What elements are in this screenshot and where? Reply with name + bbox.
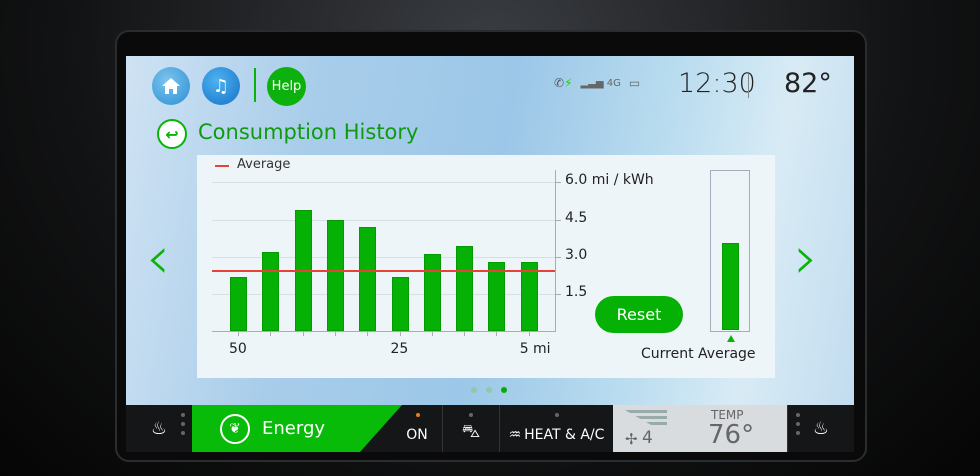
- climate-bar: ♨ ❦ Energy ON ⛍ ♒ HEAT & A/C ✢ 4 TEMP 76°…: [126, 405, 854, 452]
- on-indicator: [416, 413, 420, 417]
- music-note-icon: ♫: [212, 75, 230, 97]
- previous-page-button[interactable]: ‹: [146, 228, 170, 288]
- y-tick: [555, 182, 561, 184]
- x-axis: [212, 331, 556, 332]
- bar: [520, 261, 538, 331]
- recirculation-button[interactable]: ⛍: [442, 405, 499, 452]
- y-tick: [555, 256, 561, 258]
- fan-icon: ✢: [625, 430, 638, 448]
- page-dot[interactable]: [501, 387, 507, 393]
- current-average-marker: [727, 335, 735, 342]
- x-tick: [367, 331, 369, 336]
- bar: [456, 245, 474, 331]
- heat-ac-button[interactable]: ♒ HEAT & A/C: [499, 405, 613, 452]
- car-recirculation-icon: ⛍: [461, 420, 481, 442]
- page-indicator: [471, 387, 507, 393]
- gridline: [212, 182, 555, 184]
- clock: 12:30: [678, 68, 756, 99]
- bar: [294, 209, 312, 331]
- outside-temperature: 82°: [784, 68, 832, 99]
- next-page-button[interactable]: ›: [794, 228, 818, 288]
- x-tick: [496, 331, 498, 336]
- chevron-right-icon: ›: [794, 223, 818, 293]
- current-average-label: Current Average: [641, 346, 756, 362]
- legend-average-label: Average: [237, 157, 291, 172]
- header-divider: [254, 68, 256, 102]
- right-seat-heat-button[interactable]: ♨: [787, 405, 854, 452]
- phone-charging-icon: ✆⚡: [554, 76, 573, 90]
- bar: [230, 276, 247, 331]
- energy-button[interactable]: ❦ Energy: [192, 405, 402, 452]
- heat-waves-icon: ♒: [508, 426, 522, 443]
- x-tick-label: 5 mi: [519, 341, 551, 357]
- clock-divider: [748, 74, 749, 98]
- x-tick: [528, 331, 530, 336]
- infotainment-screen: ♫ Help ✆⚡ ▂▃▅ 4G ▭ 12:30 82° ↩ Consumpti…: [126, 56, 854, 405]
- reset-button[interactable]: Reset: [595, 296, 683, 333]
- phone-projection-icon: ▭: [628, 76, 641, 90]
- average-line: [212, 270, 555, 273]
- y-tick-label: 4.5: [565, 209, 588, 226]
- x-tick: [270, 331, 272, 336]
- y-tick: [555, 293, 561, 295]
- media-button[interactable]: ♫: [202, 67, 240, 105]
- legend-average-swatch: [215, 165, 229, 167]
- temp-value: 76°: [708, 420, 755, 450]
- temp-label: TEMP: [711, 408, 744, 422]
- bar: [326, 219, 344, 331]
- leaf-icon: ❦: [220, 413, 250, 444]
- page-dot[interactable]: [486, 387, 492, 393]
- y-axis: [555, 170, 556, 331]
- heated-seat-icon: ♨: [150, 418, 168, 439]
- bar: [423, 254, 441, 331]
- bar: [262, 251, 280, 331]
- x-tick: [464, 331, 466, 336]
- left-seat-heat-button[interactable]: ♨: [126, 405, 192, 452]
- back-arrow-icon: ↩: [165, 124, 179, 144]
- y-tick-label: 6.0 mi / kWh: [565, 172, 654, 189]
- current-average-gauge: [710, 170, 750, 332]
- y-tick: [555, 219, 561, 221]
- y-tick-label: 3.0: [565, 246, 588, 263]
- y-tick-label: 1.5: [565, 283, 588, 300]
- bar: [391, 276, 409, 331]
- status-icons: ✆⚡ ▂▃▅ 4G ▭: [554, 76, 640, 90]
- page-title: Consumption History: [198, 120, 419, 144]
- chevron-left-icon: ‹: [146, 223, 170, 293]
- x-tick-label: 25: [390, 341, 409, 357]
- gridline: [212, 219, 555, 221]
- gridline: [212, 256, 555, 258]
- home-icon: [162, 78, 180, 94]
- x-tick-label: 50: [229, 341, 247, 357]
- gridline: [212, 293, 555, 295]
- bar: [488, 261, 506, 331]
- temperature-control[interactable]: ✢ 4 TEMP 76°: [613, 405, 787, 452]
- x-tick: [399, 331, 401, 336]
- x-tick: [238, 331, 239, 336]
- page-dot[interactable]: [471, 387, 477, 393]
- climate-on-button[interactable]: ON: [392, 405, 442, 452]
- fan-speed: 4: [642, 428, 653, 448]
- current-average-bar: [722, 242, 739, 330]
- heated-seat-icon: ♨: [812, 418, 830, 439]
- x-tick: [302, 331, 304, 336]
- help-button[interactable]: Help: [267, 67, 306, 106]
- x-tick: [431, 331, 433, 336]
- home-button[interactable]: [152, 67, 190, 105]
- bar: [359, 226, 377, 331]
- x-tick: [334, 331, 336, 336]
- back-button[interactable]: ↩: [157, 119, 187, 149]
- signal-4g-icon: ▂▃▅ 4G: [580, 77, 621, 89]
- consumption-chart-panel: Average Reset Current Average 6.0 mi / k…: [197, 155, 775, 378]
